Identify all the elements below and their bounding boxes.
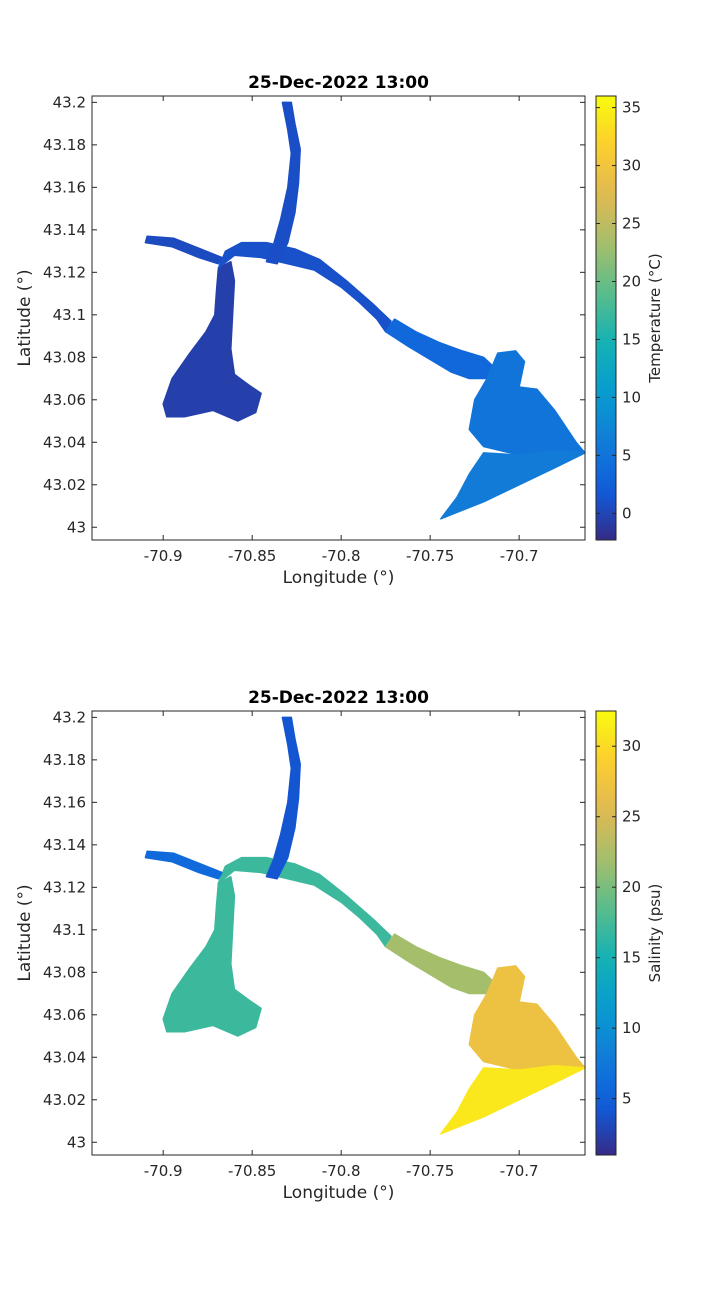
region-offshore — [440, 1065, 585, 1135]
region-harbor-mouth — [468, 350, 585, 456]
y-tick-label: 43.12 — [43, 878, 86, 896]
x-tick-label: -70.9 — [144, 1162, 183, 1180]
colorbar-tick-label: 10 — [622, 1019, 641, 1037]
y-tick-label: 43.16 — [43, 793, 86, 811]
colorbar-tick-label: 10 — [622, 388, 641, 406]
y-tick-label: 43.08 — [43, 963, 86, 981]
y-tick-label: 43.04 — [43, 1048, 86, 1066]
chart-title: 25-Dec-2022 13:00 — [248, 688, 429, 708]
y-tick-label: 43 — [67, 518, 86, 536]
colorbar — [596, 96, 616, 540]
colorbar-frame — [595, 710, 617, 1156]
salinity-chart: -70.9 -70.85 -70.8 -70.75 -70.7 43 43.02 43.04 4… — [15, 688, 664, 1203]
colorbar-tick-label: 5 — [622, 1090, 632, 1108]
colorbar-label: Temperature (°C) — [646, 253, 664, 383]
y-tick-label: 43.14 — [43, 836, 86, 854]
chart-title: 25-Dec-2022 13:00 — [248, 73, 429, 93]
colorbar-tick-label: 20 — [622, 272, 641, 290]
temperature-chart: -70.9 -70.85 -70.8 -70.75 -70.7 43 43.02 43.04 4… — [15, 73, 664, 588]
region-great-bay — [162, 875, 262, 1037]
region-harbor-mouth — [468, 965, 585, 1071]
y-tick-label: 43.02 — [43, 1091, 86, 1109]
y-tick-label: 43.2 — [53, 708, 86, 726]
y-tick-label: 43.04 — [43, 433, 86, 451]
x-tick-label: -70.7 — [500, 1162, 539, 1180]
y-tick-label: 43.02 — [43, 476, 86, 494]
x-axis-label: Longitude (°) — [283, 568, 395, 588]
x-axis-label: Longitude (°) — [283, 1183, 395, 1203]
y-tick-label: 43.18 — [43, 751, 86, 769]
colorbar-tick-label: 20 — [622, 878, 641, 896]
colorbar — [596, 711, 616, 1155]
x-tick-label: -70.85 — [228, 1162, 276, 1180]
heatmap-layer — [144, 101, 585, 520]
plot-frame — [91, 710, 586, 1156]
colorbar-tick-label: 25 — [622, 808, 641, 826]
heatmap-layer — [144, 716, 585, 1135]
colorbar-tick-label: 35 — [622, 99, 641, 117]
y-tick-label: 43.08 — [43, 348, 86, 366]
y-tick-label: 43.1 — [53, 306, 86, 324]
x-tick-label: -70.9 — [144, 547, 183, 565]
plot-frame — [91, 95, 586, 541]
x-tick-label: -70.75 — [406, 547, 454, 565]
temperature-panel: -70.9 -70.85 -70.8 -70.75 -70.7 43 43.02 43.04 4… — [0, 0, 711, 600]
region-oyster-bellamy-rivers — [144, 850, 223, 880]
colorbar-tick-label: 15 — [622, 330, 641, 348]
x-tick-label: -70.75 — [406, 1162, 454, 1180]
y-tick-label: 43.12 — [43, 263, 86, 281]
colorbar-tick-label: 0 — [622, 504, 632, 522]
region-oyster-bellamy-rivers — [144, 235, 223, 265]
colorbar-tick-label: 30 — [622, 737, 641, 755]
colorbar-tick-label: 30 — [622, 157, 641, 175]
region-great-bay — [162, 260, 262, 422]
region-piscataqua-lower — [384, 318, 494, 380]
region-little-bay-piscataqua-upper — [217, 241, 392, 333]
y-tick-label: 43 — [67, 1133, 86, 1151]
x-tick-label: -70.8 — [322, 547, 361, 565]
colorbar-tick-label: 5 — [622, 446, 632, 464]
salinity-panel: -70.9 -70.85 -70.8 -70.75 -70.7 43 43.02 43.04 4… — [0, 615, 711, 1215]
x-tick-label: -70.8 — [322, 1162, 361, 1180]
y-tick-label: 43.14 — [43, 221, 86, 239]
region-salmon-falls-cocheco — [265, 101, 301, 265]
y-tick-label: 43.18 — [43, 136, 86, 154]
y-axis-label: Latitude (°) — [15, 269, 35, 366]
y-tick-label: 43.2 — [53, 93, 86, 111]
colorbar-tick-label: 25 — [622, 215, 641, 233]
region-offshore — [440, 450, 585, 520]
x-tick-label: -70.85 — [228, 547, 276, 565]
x-tick-label: -70.7 — [500, 547, 539, 565]
y-tick-label: 43.06 — [43, 391, 86, 409]
y-tick-label: 43.1 — [53, 921, 86, 939]
y-tick-label: 43.06 — [43, 1006, 86, 1024]
region-salmon-falls-cocheco — [265, 716, 301, 880]
region-piscataqua-lower — [384, 933, 494, 995]
region-little-bay-piscataqua-upper — [217, 856, 392, 948]
colorbar-label: Salinity (psu) — [646, 884, 664, 983]
colorbar-tick-label: 15 — [622, 949, 641, 967]
y-tick-label: 43.16 — [43, 178, 86, 196]
colorbar-frame — [595, 95, 617, 541]
y-axis-label: Latitude (°) — [15, 884, 35, 981]
